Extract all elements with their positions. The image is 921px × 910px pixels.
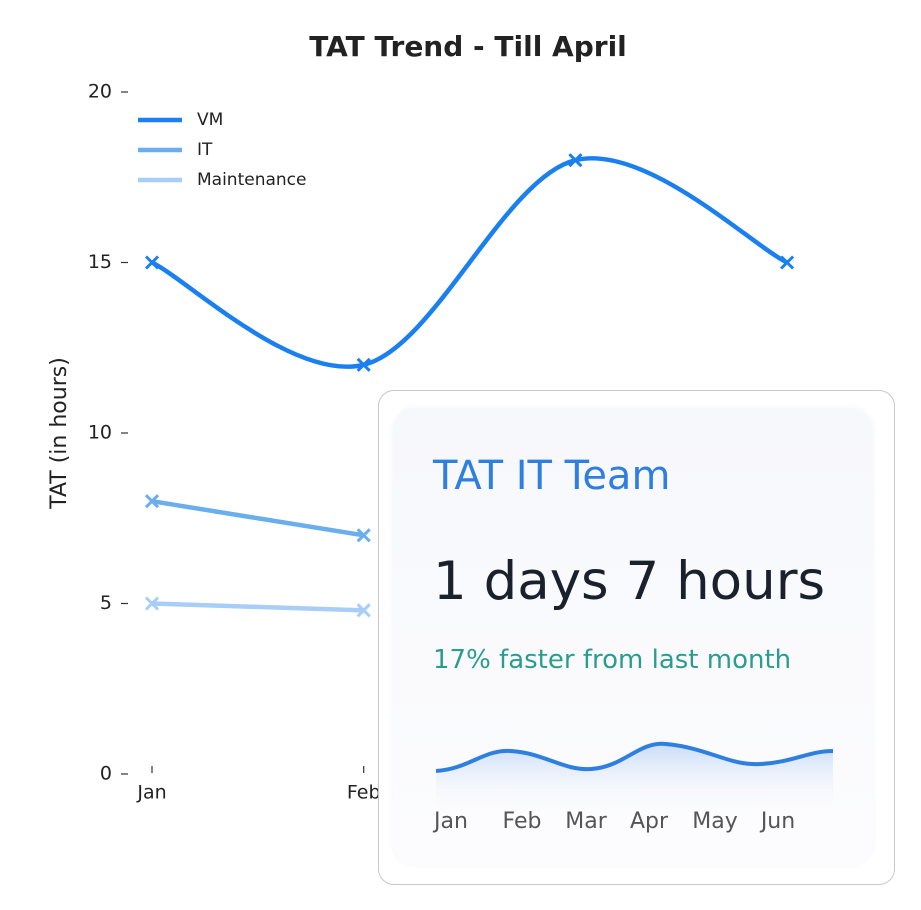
month-label: Apr: [629, 809, 669, 834]
card-title: TAT IT Team: [433, 453, 671, 499]
marker: [144, 494, 160, 509]
y-tick-label: 20: [88, 81, 112, 103]
chart-title: TAT Trend - Till April: [309, 30, 627, 63]
month-label: Jan: [434, 809, 468, 834]
marker: [780, 255, 795, 270]
marker: [356, 528, 371, 543]
x-tick-label: Feb: [347, 782, 381, 804]
marker: [356, 603, 371, 618]
x-tick-label: Jan: [136, 782, 166, 804]
series-line: [151, 156, 789, 369]
sparkline: [435, 741, 834, 811]
marker: [356, 357, 371, 372]
card-change: 17% faster from last month: [433, 645, 792, 675]
y-axis-label: TAT (in hours): [47, 357, 72, 510]
month-label: Feb: [502, 809, 542, 834]
marker: [568, 153, 583, 168]
month-label: May: [692, 809, 738, 834]
marker: [144, 596, 160, 611]
legend-label: Maintenance: [197, 170, 306, 190]
legend-label: VM: [197, 110, 223, 130]
legend-label: IT: [197, 140, 213, 160]
y-tick-label: 15: [88, 251, 112, 273]
sparkline-line: [435, 741, 834, 773]
marker: [144, 255, 160, 270]
card-value: 1 days 7 hours: [433, 551, 826, 612]
summary-card: TAT IT Team 1 days 7 hours 17% faster fr…: [378, 390, 895, 885]
month-labels: Jan Feb Mar Apr May Jun: [379, 809, 894, 839]
month-label: Mar: [565, 809, 607, 834]
sparkline-area: [436, 743, 833, 811]
series-line: [151, 498, 365, 538]
month-label: Jun: [760, 809, 796, 834]
y-tick-label: 10: [88, 422, 112, 444]
y-tick-label: 0: [100, 763, 112, 785]
y-tick-label: 5: [100, 592, 112, 614]
series-line: [151, 601, 364, 613]
